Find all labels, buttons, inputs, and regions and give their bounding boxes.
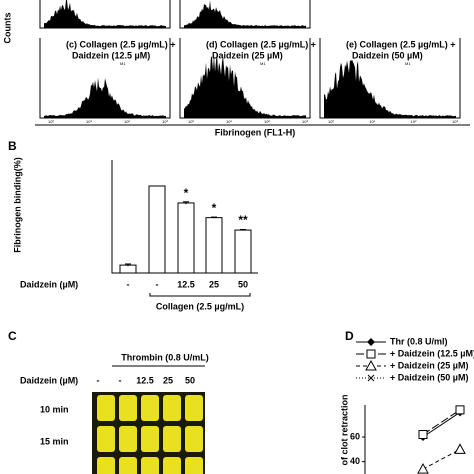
hist-tick: 10¹ <box>86 119 92 124</box>
legend-label: + Daidzein (12.5 µM) <box>390 348 474 358</box>
tube <box>163 457 181 474</box>
hist-tick: 10⁰ <box>48 119 54 124</box>
panel-letter: C <box>8 329 17 343</box>
panel-letter: D <box>345 329 354 343</box>
gate-label: M1 <box>260 61 266 66</box>
time-label: 15 min <box>40 436 69 446</box>
hist-tick: 10³ <box>162 119 168 124</box>
hist-tick: 10³ <box>302 119 308 124</box>
x-tick-label: 12.5 <box>177 279 195 289</box>
fl1-label: Fibrinogen (FL1-H) <box>215 127 296 137</box>
time-label: 10 min <box>40 404 69 414</box>
gate-label: M1 <box>120 61 126 66</box>
bar <box>205 217 223 274</box>
x-tick-label: 25 <box>209 279 219 289</box>
hist-frame <box>319 38 461 119</box>
hist-tick: 10¹ <box>369 119 375 124</box>
marker <box>454 443 466 454</box>
tube <box>119 457 137 474</box>
hist-tick: 10² <box>411 119 417 124</box>
hist-title: (c) Collagen (2.5 µg/mL) + <box>66 39 175 49</box>
thrombin-label: Thrombin (0.8 U/mL) <box>121 352 209 362</box>
hist-title: Daidzein (50 µM) <box>352 50 423 60</box>
hist-tick: 10³ <box>452 119 458 124</box>
x-tick-label: - <box>156 279 159 289</box>
significance: ** <box>238 213 248 227</box>
legend-label: Thr (0.8 U/ml) <box>390 336 448 346</box>
hist-tick: 10⁰ <box>188 119 194 124</box>
marker <box>417 463 429 474</box>
hist-tick: 10² <box>124 119 130 124</box>
tube <box>163 395 181 421</box>
y-tick-label: 60 <box>350 431 360 441</box>
hist-title: Daidzein (12.5 µM) <box>72 50 150 60</box>
significance: * <box>184 186 189 200</box>
series-line <box>422 409 461 435</box>
group-label: Collagen (2.5 µg/mL) <box>156 301 244 311</box>
lane-label: - <box>119 375 122 385</box>
panel-letter: B <box>8 139 17 153</box>
hist-frame <box>39 0 171 29</box>
lane-label: 25 <box>163 375 173 385</box>
histogram <box>44 0 166 28</box>
series-line <box>422 448 461 470</box>
gate-label: M1 <box>405 61 411 66</box>
tube <box>141 457 159 474</box>
tube <box>97 457 115 474</box>
x-tick-label: 50 <box>238 279 248 289</box>
y-label: of clot retraction <box>339 394 349 465</box>
tube <box>141 395 159 421</box>
hist-tick: 10⁰ <box>328 119 334 124</box>
lane-label: 12.5 <box>136 375 154 385</box>
tube <box>185 426 203 452</box>
histogram <box>184 0 306 29</box>
daidzein-label: Daidzein (µM) <box>20 375 78 385</box>
legend-label: + Daidzein (25 µM) <box>390 360 468 370</box>
marker <box>455 405 465 415</box>
histogram <box>184 52 306 119</box>
marker <box>365 359 377 371</box>
significance: * <box>212 201 217 215</box>
bar <box>119 264 137 274</box>
marker <box>418 430 428 440</box>
marker <box>367 338 375 346</box>
tube <box>163 426 181 452</box>
tube <box>185 395 203 421</box>
lane-label: 50 <box>185 375 195 385</box>
histogram <box>44 77 166 118</box>
hist-title: (e) Collagen (2.5 µg/mL) + <box>346 39 455 49</box>
hist-tick: 10¹ <box>226 119 232 124</box>
marker <box>366 349 376 359</box>
hist-frame <box>39 38 171 119</box>
counts-label: Counts <box>2 13 12 44</box>
tube <box>119 426 137 452</box>
tube <box>119 395 137 421</box>
legend-label: + Daidzein (50 µM) <box>390 372 468 382</box>
bar <box>148 185 166 274</box>
y-tick-label: 40 <box>350 456 360 466</box>
series-line <box>422 411 461 438</box>
y-label: Fibrinogen binding(%) <box>12 157 22 252</box>
x-tick-label: - <box>127 279 130 289</box>
tube <box>141 426 159 452</box>
bar <box>234 229 252 274</box>
x-label: Daidzein (µM) <box>20 279 78 289</box>
hist-tick: 10² <box>264 119 270 124</box>
tube <box>97 395 115 421</box>
hist-title: (d) Collagen (2.5 µg/mL) + <box>206 39 316 49</box>
lane-label: - <box>97 375 100 385</box>
hist-frame <box>179 0 311 29</box>
marker <box>367 374 375 382</box>
hist-title: Daidzein (25 µM) <box>212 50 283 60</box>
bracket <box>149 293 251 297</box>
tube <box>97 426 115 452</box>
histogram <box>324 59 456 118</box>
tube <box>185 457 203 474</box>
bar <box>177 202 195 274</box>
hist-frame <box>179 38 311 119</box>
